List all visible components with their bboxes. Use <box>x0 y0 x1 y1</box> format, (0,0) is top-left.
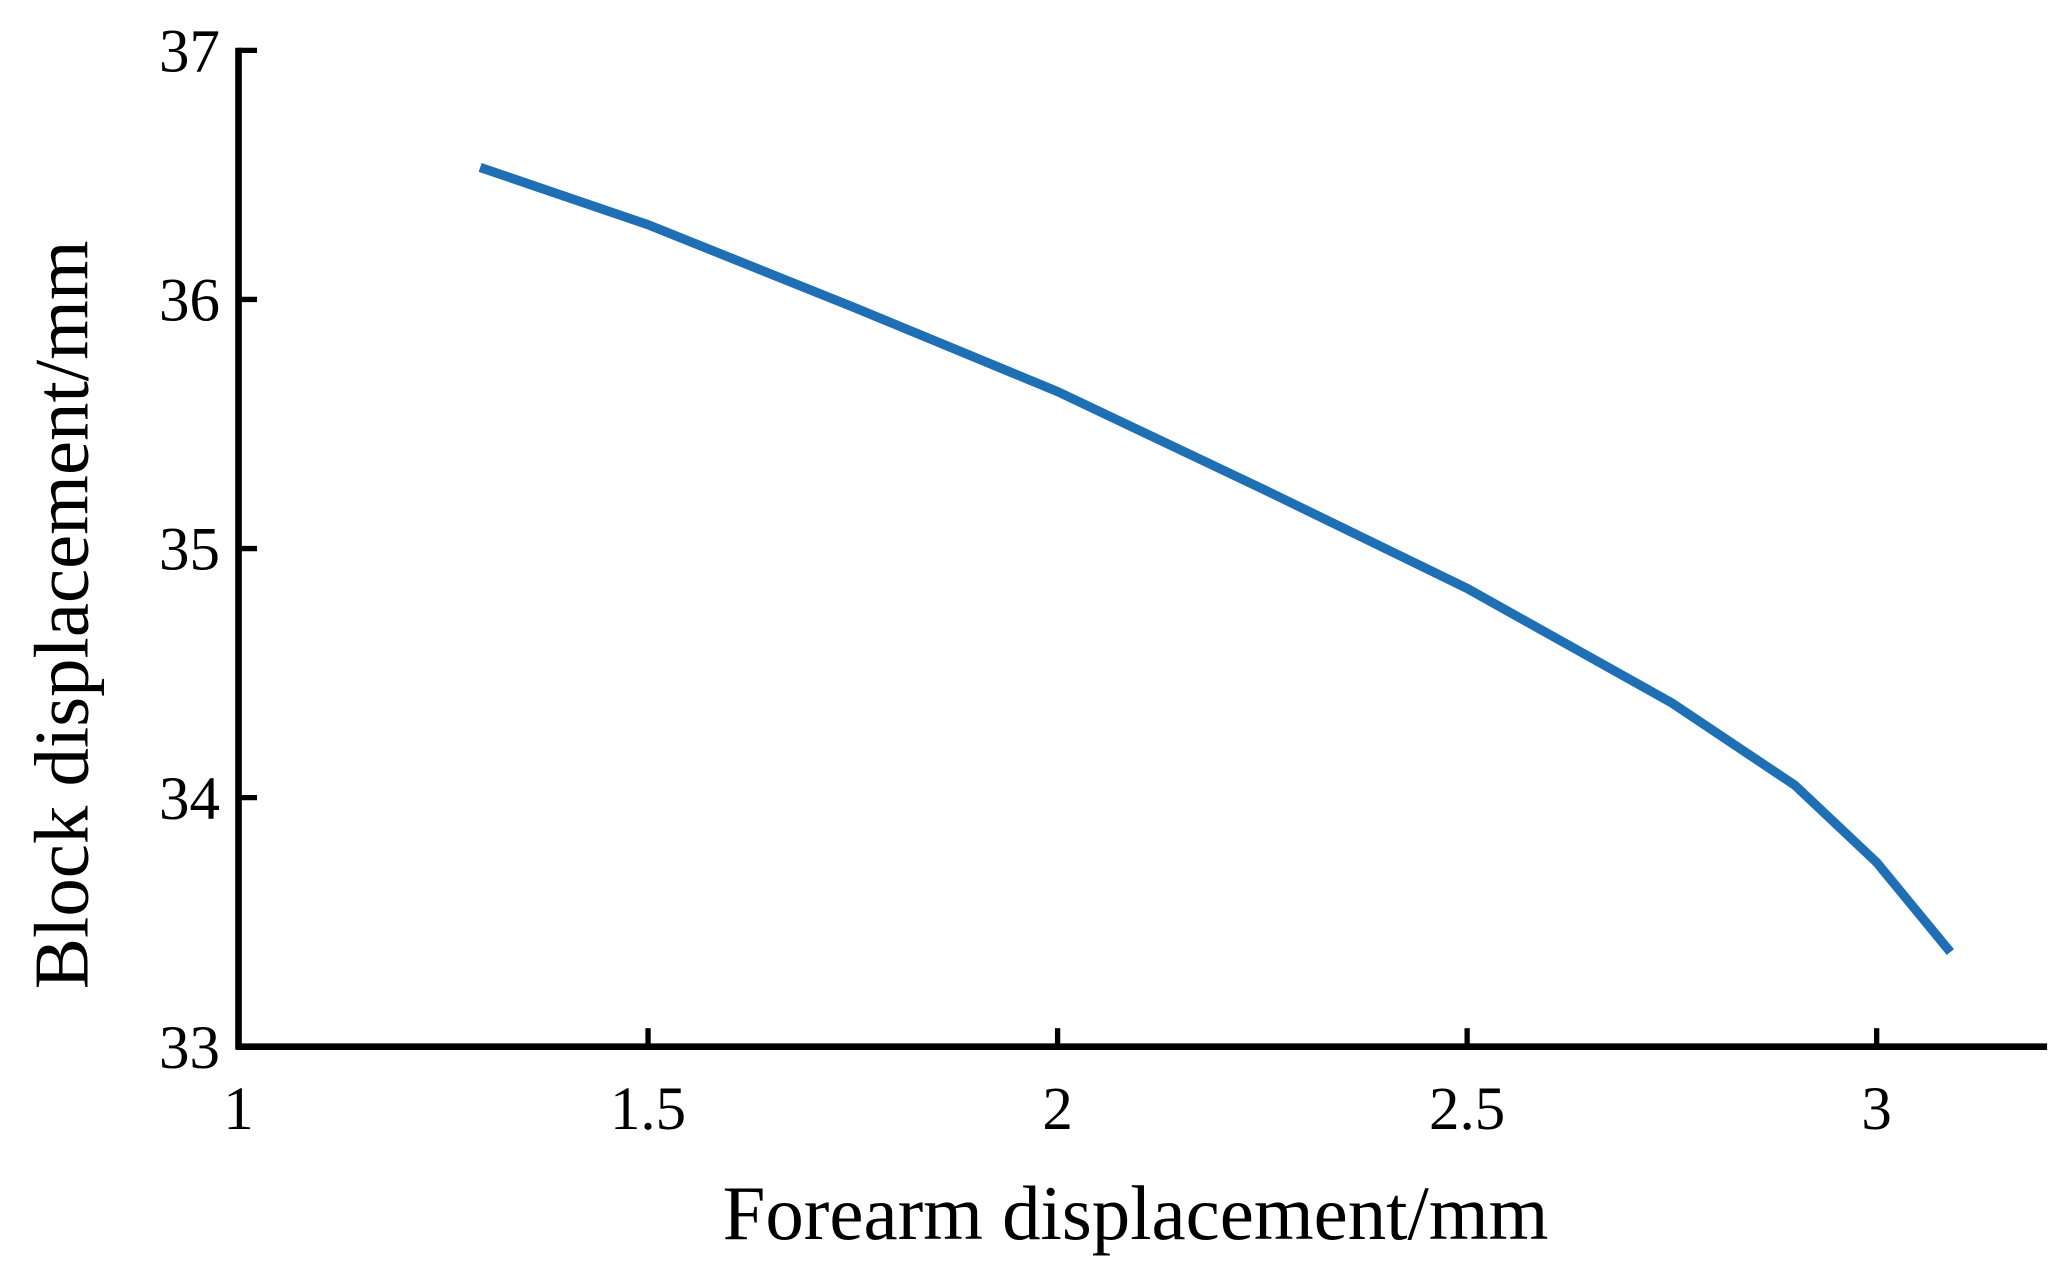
x-tick-label: 1.5 <box>610 1076 686 1143</box>
data-line <box>478 163 1954 956</box>
y-tick-label: 37 <box>159 19 220 86</box>
y-tick-label: 36 <box>159 268 220 335</box>
x-axis-title: Forearm displacement/mm <box>723 1171 1549 1256</box>
y-tick-label: 34 <box>159 766 220 833</box>
y-tick-label: 33 <box>159 1015 220 1082</box>
y-tick-label: 35 <box>159 517 220 584</box>
x-tick-label: 2.5 <box>1429 1076 1505 1143</box>
y-axis-title: Block displacement/mm <box>19 240 104 989</box>
x-tick-label: 3 <box>1861 1076 1891 1143</box>
x-tick-label: 1 <box>223 1076 253 1143</box>
x-tick-label: 2 <box>1042 1076 1072 1143</box>
